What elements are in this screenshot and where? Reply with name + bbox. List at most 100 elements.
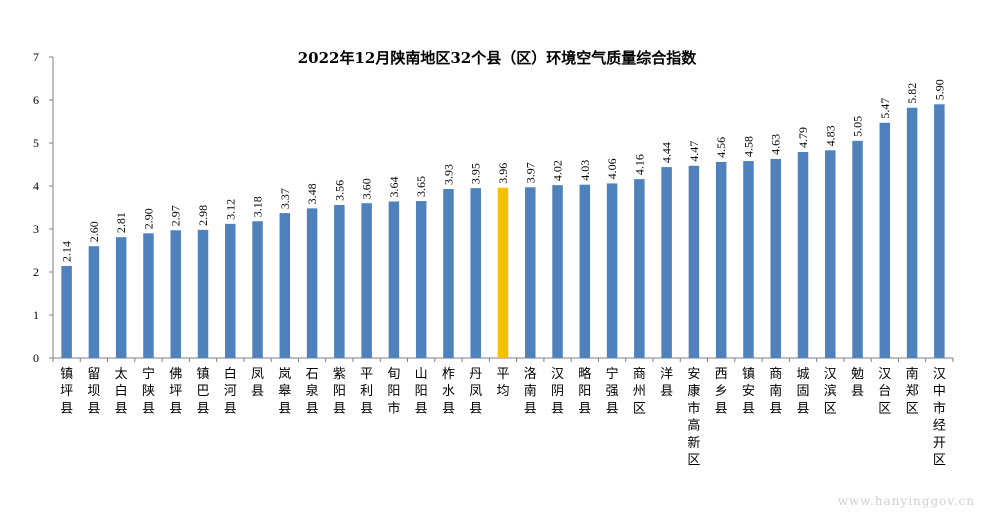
value-label: 4.06 (605, 158, 619, 179)
y-tick-label: 6 (33, 93, 39, 107)
bar (197, 229, 209, 358)
value-label: 4.44 (660, 142, 674, 163)
category-label: 白河县 (224, 366, 237, 416)
category-label: 石泉县 (306, 367, 319, 416)
bar (143, 233, 154, 358)
value-label: 3.48 (305, 183, 319, 204)
bar (906, 107, 918, 359)
category-label: 安康市高新区 (687, 367, 700, 468)
value-label: 4.03 (578, 160, 592, 181)
value-label: 3.12 (223, 199, 237, 220)
value-label: 2.98 (196, 205, 210, 226)
bar (361, 203, 372, 358)
y-tick-label: 2 (33, 265, 39, 279)
bar (525, 187, 536, 358)
category-label: 旬阳市 (387, 367, 400, 416)
bar (770, 158, 781, 358)
category-label: 汉阴县 (551, 367, 564, 416)
category-label: 南郑区 (906, 366, 919, 416)
value-label: 5.47 (878, 98, 892, 119)
category-label: 西乡县 (715, 367, 728, 416)
y-tick-label: 3 (33, 222, 39, 236)
category-label-group: 镇坪县 留坝县 太白县 宁陕县 佛坪县 镇巴县 白河县 凤县 岚皋县 石泉县 紫阳县 平利县 旬阳市 山阳… (60, 366, 946, 468)
value-label: 2.14 (60, 241, 74, 262)
bar (225, 223, 236, 358)
bar (606, 183, 618, 358)
value-label: 2.97 (169, 205, 183, 226)
value-label: 3.93 (441, 164, 455, 185)
category-label: 宁强县 (606, 366, 619, 416)
bar (552, 185, 563, 358)
category-label: 山阳县 (415, 367, 428, 416)
watermark: www.hanyinggov.cn (837, 494, 975, 508)
bar (115, 237, 127, 358)
bar (334, 204, 345, 358)
bar-group (61, 104, 945, 359)
category-label: 洛南县 (524, 367, 537, 416)
category-label: 留坝县 (87, 367, 100, 416)
value-label: 4.56 (714, 137, 728, 158)
value-label: 5.82 (905, 83, 919, 104)
category-label: 洋县 (660, 367, 673, 399)
bar (852, 140, 863, 358)
category-label: 镇坪县 (60, 367, 73, 416)
bar (388, 201, 400, 358)
category-label: 平均 (496, 367, 509, 399)
value-label: 3.95 (469, 163, 483, 184)
value-label: 3.18 (251, 196, 265, 217)
y-tick-label: 0 (33, 351, 39, 365)
category-label: 商南县 (769, 367, 782, 416)
bar (715, 161, 727, 358)
category-label: 平利县 (360, 367, 373, 416)
bar (825, 150, 836, 358)
category-label: 略阳县 (578, 366, 591, 416)
value-label: 4.16 (632, 154, 646, 175)
y-tick-label: 7 (33, 50, 39, 64)
category-label: 镇安县 (742, 367, 755, 416)
value-label: 3.56 (332, 180, 346, 201)
bar (797, 152, 809, 358)
bar (934, 104, 945, 358)
category-label: 丹凤县 (469, 367, 482, 416)
y-tick-label: 1 (33, 308, 39, 322)
bar (470, 188, 481, 358)
category-label: 汉台区 (878, 367, 891, 416)
bar (170, 230, 181, 358)
category-label: 镇巴县 (196, 367, 209, 416)
bar (688, 165, 700, 358)
value-label: 3.37 (278, 188, 292, 209)
value-label: 2.90 (141, 208, 155, 229)
bar (279, 213, 291, 358)
value-label: 5.05 (851, 116, 865, 137)
bar (743, 161, 754, 358)
value-label-group: 2.14 2.60 2.81 2.90 2.97 2.98 3.12 3.18 3.37 3.48… (60, 79, 947, 262)
category-label: 汉中市经开区 (933, 367, 946, 468)
bar (415, 201, 427, 358)
bar (879, 122, 891, 358)
category-label: 宁陕县 (142, 366, 155, 416)
value-label: 4.02 (551, 160, 565, 181)
category-label: 城固县 (796, 367, 809, 416)
value-label: 2.81 (114, 212, 128, 233)
bar (661, 167, 672, 358)
category-label: 商州区 (633, 367, 646, 416)
category-label: 勉县 (851, 367, 864, 399)
bar (88, 246, 100, 358)
category-label: 太白县 (115, 367, 128, 416)
bar (61, 265, 72, 358)
category-label: 岚皋县 (278, 367, 291, 416)
value-label: 4.79 (796, 127, 810, 148)
category-label: 佛坪县 (169, 367, 182, 416)
bar (306, 208, 318, 358)
value-label: 3.96 (496, 163, 510, 184)
bar (634, 179, 645, 358)
value-label: 4.63 (769, 134, 783, 155)
value-label: 3.97 (523, 162, 537, 183)
value-label: 4.47 (687, 141, 701, 162)
value-label: 4.83 (823, 125, 837, 146)
value-label: 3.65 (414, 176, 428, 197)
value-label: 4.58 (741, 136, 755, 157)
value-label: 2.60 (87, 221, 101, 242)
bar (443, 189, 454, 358)
